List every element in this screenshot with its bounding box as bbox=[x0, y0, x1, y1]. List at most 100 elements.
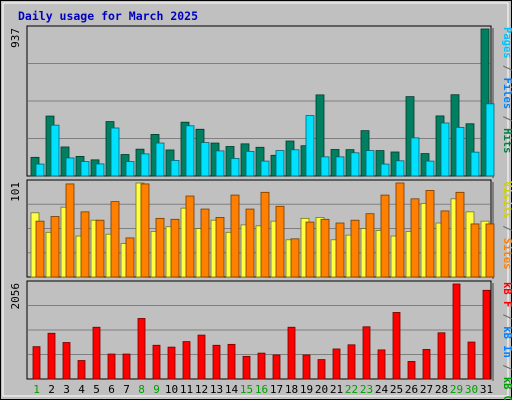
x-tick-label: 27 bbox=[420, 383, 433, 396]
bar-hits bbox=[405, 96, 415, 177]
bar-sites bbox=[50, 216, 60, 278]
bar-pages bbox=[440, 122, 450, 177]
bar-pages bbox=[380, 163, 390, 177]
bar-sites bbox=[260, 191, 270, 278]
x-tick-label: 17 bbox=[270, 383, 283, 396]
bar-kb-f bbox=[287, 326, 296, 380]
bar-kb-f bbox=[182, 341, 191, 380]
bar-pages bbox=[365, 150, 375, 177]
bar-kb-f bbox=[212, 344, 221, 380]
legend-entry: / bbox=[501, 109, 512, 128]
bar-sites bbox=[245, 208, 255, 278]
bar-kb-f bbox=[482, 289, 491, 380]
bar-pages bbox=[485, 103, 495, 177]
bar-kb-f bbox=[452, 283, 461, 380]
bar-kb-f bbox=[332, 348, 341, 380]
legend-entry: / bbox=[501, 307, 512, 326]
x-tick-label: 16 bbox=[255, 383, 268, 396]
legend-entry: Files bbox=[501, 78, 512, 110]
bar-kb-f bbox=[47, 332, 56, 380]
bar-hits bbox=[375, 150, 385, 177]
x-tick-label: 29 bbox=[450, 383, 463, 396]
bar-sites bbox=[110, 201, 120, 278]
legend-kbytes: kB F / kB In / kB Out bbox=[501, 282, 512, 400]
bar-sites bbox=[320, 218, 330, 278]
bar-kb-f bbox=[467, 341, 476, 380]
bar-kb-f bbox=[422, 349, 431, 380]
bar-pages bbox=[185, 125, 195, 177]
chart-title: Daily usage for March 2025 bbox=[18, 9, 198, 23]
x-tick-label: 19 bbox=[300, 383, 313, 396]
bar-pages bbox=[425, 160, 435, 177]
bar-pages bbox=[35, 163, 45, 177]
bar-kb-f bbox=[122, 353, 131, 380]
bar-sites bbox=[470, 223, 480, 278]
bar-pages bbox=[170, 160, 180, 177]
x-tick-label: 26 bbox=[405, 383, 418, 396]
bar-kb-f bbox=[32, 346, 41, 380]
bar-kb-f bbox=[227, 343, 236, 380]
bar-pages bbox=[245, 150, 255, 177]
x-tick-label: 25 bbox=[390, 383, 403, 396]
bar-sites bbox=[140, 183, 150, 278]
bar-kb-f bbox=[257, 352, 266, 380]
bar-sites bbox=[215, 217, 225, 278]
bar-sites bbox=[335, 222, 345, 278]
x-tick-label: 7 bbox=[123, 383, 130, 396]
x-tick-label: 4 bbox=[78, 383, 85, 396]
legend-entry: / bbox=[501, 59, 512, 78]
x-tick-label: 9 bbox=[153, 383, 160, 396]
x-tick-label: 23 bbox=[360, 383, 373, 396]
bar-sites bbox=[80, 211, 90, 278]
x-tick-label: 1 bbox=[33, 383, 40, 396]
bar-sites bbox=[125, 237, 135, 278]
bar-pages bbox=[290, 149, 300, 177]
bar-pages bbox=[80, 161, 90, 177]
x-tick-label: 10 bbox=[165, 383, 178, 396]
bar-sites bbox=[95, 219, 105, 278]
legend-entry: kB Out bbox=[501, 377, 512, 400]
bar-kb-f bbox=[317, 359, 326, 380]
bar-sites bbox=[425, 190, 435, 278]
bar-pages bbox=[200, 142, 210, 177]
ymax-label: 937 bbox=[9, 28, 22, 48]
bar-pages bbox=[305, 115, 315, 177]
x-tick-label: 28 bbox=[435, 383, 448, 396]
legend-visits-sites: Visits / Sites bbox=[501, 181, 512, 270]
x-tick-label: 20 bbox=[315, 383, 328, 396]
x-tick-label: 14 bbox=[225, 383, 239, 396]
x-tick-label: 11 bbox=[180, 383, 193, 396]
bar-pages bbox=[275, 150, 285, 177]
bar-pages bbox=[95, 163, 105, 177]
bar-pages bbox=[455, 126, 465, 177]
bar-kb-f bbox=[302, 354, 311, 380]
bar-kb-f bbox=[392, 312, 401, 380]
x-tick-label: 22 bbox=[345, 383, 358, 396]
bar-kb-f bbox=[437, 332, 446, 380]
panel-kbytes: 2056 kB F / kB In / kB Out bbox=[9, 280, 512, 405]
bar-kb-f bbox=[347, 344, 356, 380]
x-tick-label: 24 bbox=[375, 383, 389, 396]
x-tick-label: 31 bbox=[480, 383, 493, 396]
x-tick-label: 13 bbox=[210, 383, 223, 396]
legend-hits-files-pages: Pages / Files / Hits bbox=[501, 27, 512, 153]
bar-sites bbox=[365, 213, 375, 278]
bar-pages bbox=[215, 150, 225, 177]
bar-sites bbox=[410, 198, 420, 278]
bar-kb-f bbox=[137, 318, 146, 380]
bar-kb-f bbox=[77, 360, 86, 380]
legend-entry: Hits bbox=[501, 128, 512, 153]
bar-kb-f bbox=[152, 344, 161, 380]
x-tick-label: 21 bbox=[330, 383, 343, 396]
bar-sites bbox=[35, 220, 45, 278]
bar-pages bbox=[470, 151, 480, 177]
legend-entry: / bbox=[501, 219, 512, 238]
bar-pages bbox=[335, 156, 345, 177]
x-tick-label: 15 bbox=[240, 383, 253, 396]
bar-pages bbox=[260, 160, 270, 177]
ymax-label: 101 bbox=[9, 182, 22, 202]
x-tick-label: 6 bbox=[108, 383, 115, 396]
legend-entry: kB F bbox=[501, 282, 512, 307]
x-tick-label: 8 bbox=[138, 383, 145, 396]
